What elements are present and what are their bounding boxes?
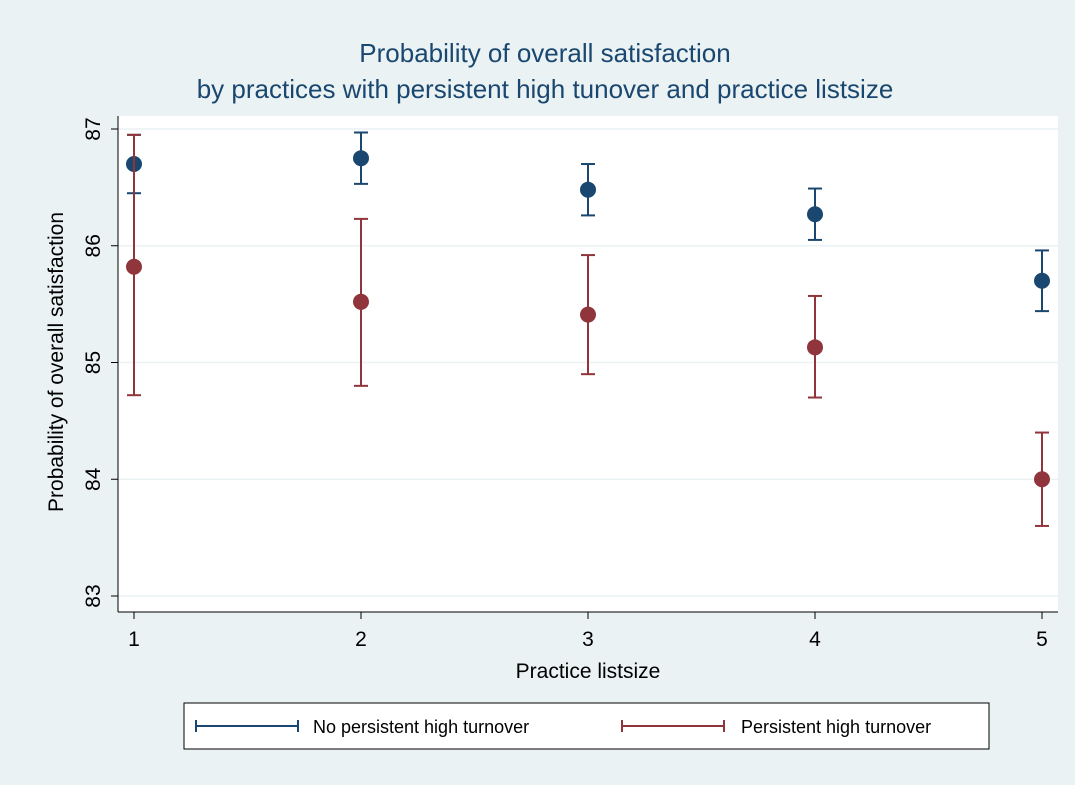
data-point bbox=[580, 306, 596, 323]
legend-label-series-2: Persistent high turnover bbox=[741, 717, 931, 737]
x-axis-ticks: 1 2 3 4 5 bbox=[128, 612, 1048, 651]
x-tick-label: 1 bbox=[128, 628, 140, 651]
data-point bbox=[353, 293, 369, 310]
chart-subtitle: by practices with persistent high tunove… bbox=[197, 74, 894, 104]
data-point bbox=[126, 258, 142, 275]
y-tick-label: 86 bbox=[82, 234, 105, 257]
legend-box bbox=[183, 702, 990, 750]
series-2 bbox=[126, 133, 1050, 527]
x-tick-label: 3 bbox=[582, 628, 594, 651]
data-point bbox=[353, 150, 369, 167]
legend-key-series-2 bbox=[621, 720, 725, 732]
data-point bbox=[1034, 272, 1050, 289]
legend-key-series-1 bbox=[195, 720, 299, 732]
data-series bbox=[126, 131, 1050, 527]
y-tick-label: 87 bbox=[82, 117, 105, 140]
x-tick-label: 2 bbox=[355, 628, 367, 651]
y-axis-label: Probability of overall satisfaction bbox=[45, 212, 68, 512]
legend: No persistent high turnover Persistent h… bbox=[183, 702, 990, 750]
y-tick-label: 85 bbox=[82, 351, 105, 374]
y-tick-label: 83 bbox=[82, 584, 105, 607]
chart-title: Probability of overall satisfaction bbox=[359, 38, 730, 68]
y-axis-ticks: 83 84 85 86 87 bbox=[82, 117, 118, 608]
x-axis-label: Practice listsize bbox=[516, 660, 661, 683]
data-point bbox=[580, 181, 596, 198]
series-1 bbox=[126, 131, 1050, 313]
x-tick-label: 4 bbox=[809, 628, 821, 651]
data-point bbox=[1034, 471, 1050, 488]
data-point bbox=[807, 339, 823, 356]
data-point bbox=[807, 206, 823, 223]
legend-label-series-1: No persistent high turnover bbox=[313, 717, 529, 737]
y-tick-label: 84 bbox=[82, 467, 105, 491]
x-tick-label: 5 bbox=[1036, 628, 1048, 651]
